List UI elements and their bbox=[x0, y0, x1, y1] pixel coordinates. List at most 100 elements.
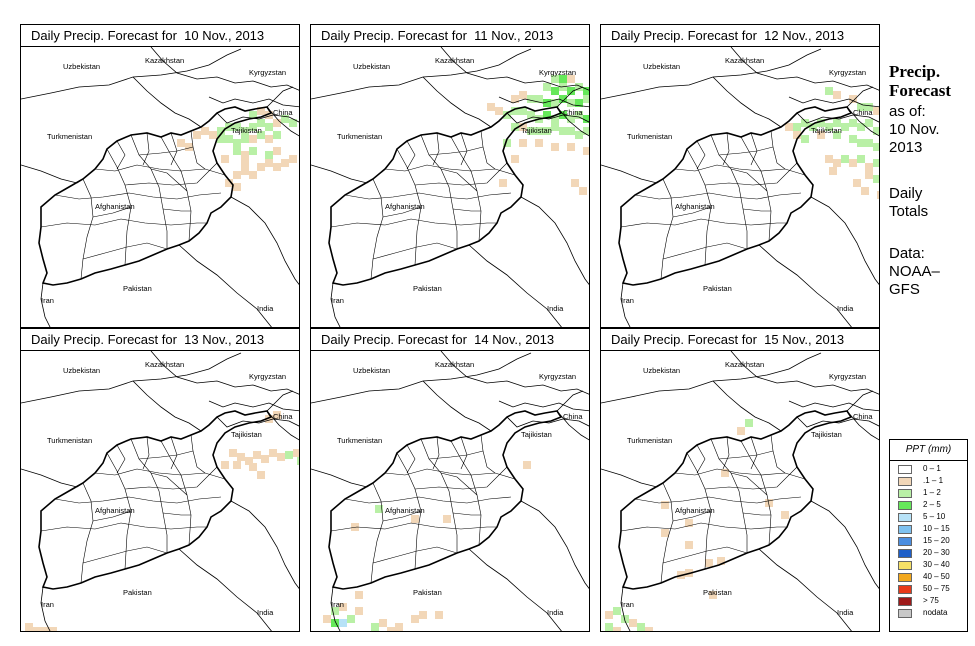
precip-cell bbox=[201, 127, 209, 135]
legend-label: nodata bbox=[923, 608, 948, 617]
province-boundary bbox=[452, 512, 481, 516]
country-border bbox=[150, 351, 299, 395]
province-boundary bbox=[620, 218, 787, 228]
province-boundary bbox=[686, 148, 712, 266]
forecast-map: Kazakhstan Uzbekistan Kyrgyzstan China Tajik… bbox=[601, 47, 879, 327]
country-border bbox=[440, 351, 589, 395]
precip-cell bbox=[551, 99, 559, 107]
map-label-uzbekistan: Uzbekistan bbox=[643, 62, 680, 71]
panel-title: Daily Precip. Forecast for 11 Nov., 2013 bbox=[311, 25, 589, 47]
province-boundary bbox=[384, 164, 516, 176]
precip-cell bbox=[865, 171, 873, 179]
precip-cell bbox=[579, 187, 587, 195]
province-boundary bbox=[710, 438, 748, 553]
precip-cell bbox=[241, 135, 249, 143]
precip-cell bbox=[567, 115, 575, 123]
precip-cell bbox=[273, 411, 281, 419]
legend-item: 30 – 40 bbox=[890, 559, 967, 571]
precip-cell bbox=[613, 627, 621, 631]
precip-cell bbox=[551, 143, 559, 151]
precip-cell bbox=[281, 159, 289, 167]
precip-cell bbox=[277, 453, 285, 461]
panel-title: Daily Precip. Forecast for 10 Nov., 2013 bbox=[21, 25, 299, 47]
forecast-map: Kazakhstan Uzbekistan Kyrgyzstan China Tajik… bbox=[601, 351, 879, 631]
precip-cell bbox=[217, 127, 225, 135]
map-label-kyrgyzstan: Kyrgyzstan bbox=[829, 68, 866, 77]
precip-cell bbox=[443, 515, 451, 523]
country-border bbox=[620, 282, 631, 327]
precip-cell bbox=[257, 107, 265, 115]
country-border bbox=[796, 112, 879, 124]
legend-swatch bbox=[898, 549, 912, 558]
country-border bbox=[330, 282, 341, 327]
province-boundary bbox=[672, 206, 712, 218]
map-label-iran: Iran bbox=[41, 296, 54, 305]
country-border bbox=[788, 400, 879, 412]
map-label-pakistan: Pakistan bbox=[413, 284, 442, 293]
country-border bbox=[422, 76, 492, 128]
map-label-turkmenistan: Turkmenistan bbox=[47, 132, 92, 141]
country-border bbox=[21, 352, 242, 404]
precip-cell bbox=[495, 107, 503, 115]
country-border bbox=[208, 96, 299, 108]
province-boundary bbox=[92, 206, 132, 218]
panel-title: Daily Precip. Forecast for 13 Nov., 2013 bbox=[21, 329, 299, 351]
province-boundary bbox=[420, 134, 458, 249]
precip-cell bbox=[605, 623, 613, 631]
country-border bbox=[266, 86, 294, 108]
province-boundary bbox=[150, 472, 188, 496]
legend-title-block: Precip. Forecast bbox=[889, 62, 973, 100]
province-boundary bbox=[696, 140, 706, 170]
province-boundary bbox=[406, 444, 416, 474]
precip-cell bbox=[543, 127, 551, 135]
afghanistan-outline bbox=[328, 106, 563, 286]
totals-line2: Totals bbox=[889, 203, 929, 220]
country-border bbox=[788, 96, 879, 108]
country-border bbox=[21, 48, 242, 100]
data-source-name: NOAA– bbox=[889, 263, 940, 280]
province-boundary bbox=[40, 522, 207, 532]
precip-cell bbox=[865, 163, 873, 171]
precip-cell bbox=[249, 123, 257, 131]
country-border bbox=[556, 390, 584, 412]
province-boundary bbox=[414, 162, 508, 186]
legend-title: PPT (mm) bbox=[890, 440, 967, 461]
country-border bbox=[40, 586, 51, 631]
precip-cell bbox=[685, 541, 693, 549]
precip-cell bbox=[559, 75, 567, 83]
map-label-pakistan: Pakistan bbox=[123, 284, 152, 293]
province-boundary bbox=[414, 466, 508, 490]
country-border bbox=[846, 86, 874, 108]
map-label-turkmenistan: Turkmenistan bbox=[47, 436, 92, 445]
country-border bbox=[230, 196, 299, 285]
precip-cell bbox=[535, 127, 543, 135]
country-border bbox=[846, 106, 879, 137]
precip-cell bbox=[801, 119, 809, 127]
province-boundary bbox=[106, 148, 132, 266]
province-boundary bbox=[116, 140, 126, 170]
afghanistan-outline bbox=[38, 106, 273, 286]
province-boundary bbox=[428, 146, 484, 156]
precip-cell bbox=[257, 131, 265, 139]
forecast-map-panel: Daily Precip. Forecast for 11 Nov., 2013… bbox=[310, 24, 590, 328]
legend-item: nodata bbox=[890, 607, 967, 619]
precip-cell bbox=[865, 103, 873, 111]
province-boundary bbox=[116, 444, 126, 474]
province-boundary bbox=[420, 438, 458, 553]
country-border bbox=[620, 586, 631, 631]
precip-cell bbox=[781, 511, 789, 519]
as-of-year: 2013 bbox=[889, 139, 923, 156]
legend-item: 50 – 75 bbox=[890, 583, 967, 595]
precip-cell bbox=[511, 95, 519, 103]
province-boundary bbox=[106, 452, 132, 570]
legend-label: > 75 bbox=[923, 596, 939, 605]
title-forecast: Forecast bbox=[889, 81, 951, 100]
map-label-uzbekistan: Uzbekistan bbox=[353, 366, 390, 375]
country-border bbox=[712, 76, 782, 128]
country-border bbox=[178, 548, 272, 631]
totals-block: Daily Totals bbox=[889, 185, 973, 221]
precip-cell bbox=[793, 123, 801, 131]
map-label-india: India bbox=[547, 608, 564, 617]
precip-cell bbox=[571, 179, 579, 187]
country-border bbox=[810, 196, 879, 285]
